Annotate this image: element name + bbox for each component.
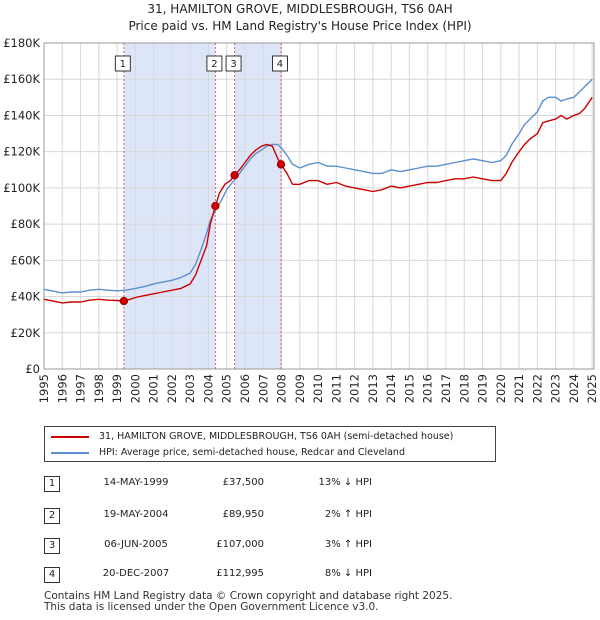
x-tick-label: 2011 bbox=[329, 374, 343, 403]
y-tick-label: £40K bbox=[11, 290, 41, 304]
x-tick-label: 2001 bbox=[147, 374, 161, 403]
sale-hpi-diff: 2% ↑ HPI bbox=[324, 509, 372, 520]
x-tick-label: 2016 bbox=[421, 374, 435, 403]
chart-area: £0 £20K £40K £60K £80K £100K £120K £140K £160K £1… bbox=[3, 36, 599, 403]
sale-point bbox=[211, 201, 220, 211]
x-tick-label: 2015 bbox=[402, 374, 416, 403]
sale-date: 20-DEC-2007 bbox=[102, 568, 170, 579]
sale-date: 06-JUN-2005 bbox=[104, 539, 168, 550]
legend-label-hpi: HPI: Average price, semi-detached house,… bbox=[99, 447, 405, 458]
x-tick-label: 2003 bbox=[183, 374, 197, 403]
y-tick-label: £80K bbox=[11, 217, 41, 231]
legend-swatch-hpi bbox=[51, 452, 89, 454]
sale-point bbox=[119, 296, 129, 306]
series-line bbox=[43, 78, 593, 294]
x-tick-label: 2005 bbox=[220, 374, 234, 403]
sale-number-box bbox=[114, 55, 131, 72]
sale-date: 14-MAY-1999 bbox=[103, 477, 169, 488]
y-tick-label: £0 bbox=[25, 362, 40, 376]
sale-marker-number: 4 bbox=[44, 567, 60, 583]
sale-number-label: 4 bbox=[277, 59, 283, 70]
sale-price: £112,995 bbox=[216, 568, 264, 579]
y-tick-label: £160K bbox=[3, 72, 40, 86]
y-tick-label: £20K bbox=[11, 326, 41, 340]
x-tick-label: 2017 bbox=[439, 374, 453, 403]
sale-marker-number: 1 bbox=[44, 476, 60, 492]
y-tick-label: £60K bbox=[11, 253, 41, 267]
sale-marker-number: 3 bbox=[44, 538, 60, 554]
y-tick-label: £100K bbox=[3, 181, 40, 195]
x-tick-label: 2014 bbox=[384, 374, 398, 403]
ownership-period-shade bbox=[123, 43, 216, 369]
sale-price: £89,950 bbox=[222, 509, 264, 520]
sale-hpi-diff: 13% ↓ HPI bbox=[318, 477, 372, 488]
legend-swatch-price-paid bbox=[51, 436, 89, 438]
x-tick-label: 2004 bbox=[201, 374, 215, 403]
sale-price: £37,500 bbox=[222, 477, 264, 488]
footer-copyright: Contains HM Land Registry data © Crown c… bbox=[44, 590, 453, 602]
x-tick-label: 2023 bbox=[549, 374, 563, 403]
x-tick-label: 2002 bbox=[165, 374, 179, 403]
footer-license: This data is licensed under the Open Gov… bbox=[44, 601, 379, 613]
sale-hpi-diff: 8% ↓ HPI bbox=[324, 568, 372, 579]
sale-marker-number: 2 bbox=[44, 508, 60, 524]
x-tick-label: 2021 bbox=[512, 374, 526, 403]
x-tick-label: 2018 bbox=[457, 374, 471, 403]
sale-number-box bbox=[225, 55, 242, 72]
sale-number-label: 1 bbox=[120, 59, 126, 70]
y-tick-label: £120K bbox=[3, 145, 40, 159]
x-tick-label: 1995 bbox=[37, 374, 51, 403]
chart-legend: 31, HAMILTON GROVE, MIDDLESBROUGH, TS6 0… bbox=[44, 426, 496, 462]
y-tick-label: £180K bbox=[3, 36, 40, 50]
sale-price: £107,000 bbox=[216, 539, 264, 550]
x-tick-label: 2020 bbox=[494, 374, 508, 403]
ownership-period-shade bbox=[234, 43, 281, 369]
x-tick-label: 2006 bbox=[238, 374, 252, 403]
x-tick-label: 2024 bbox=[567, 374, 581, 403]
x-tick-label: 2013 bbox=[366, 374, 380, 403]
chart-title: 31, HAMILTON GROVE, MIDDLESBROUGH, TS6 0… bbox=[147, 2, 453, 16]
sale-number-label: 3 bbox=[230, 59, 236, 70]
x-tick-label: 2009 bbox=[293, 374, 307, 403]
plot-frame bbox=[43, 42, 595, 370]
sale-point bbox=[276, 160, 286, 169]
chart-subtitle: Price paid vs. HM Land Registry's House … bbox=[128, 19, 472, 33]
sale-date: 19-MAY-2004 bbox=[103, 509, 169, 520]
x-tick-label: 2007 bbox=[256, 374, 270, 403]
x-tick-label: 1999 bbox=[110, 374, 124, 403]
sale-number-label: 2 bbox=[211, 59, 217, 70]
x-tick-label: 1998 bbox=[92, 374, 106, 403]
sale-number-box bbox=[206, 55, 223, 72]
sale-point bbox=[230, 171, 239, 180]
x-tick-label: 2019 bbox=[476, 374, 490, 403]
x-tick-label: 2025 bbox=[585, 374, 599, 403]
series-line bbox=[43, 96, 593, 304]
sale-number-box bbox=[271, 55, 288, 72]
x-tick-label: 2000 bbox=[128, 374, 142, 403]
x-tick-label: 2008 bbox=[275, 374, 289, 403]
x-tick-label: 2022 bbox=[530, 374, 544, 403]
sale-hpi-diff: 3% ↑ HPI bbox=[324, 539, 372, 550]
x-tick-label: 2010 bbox=[311, 374, 325, 403]
x-tick-label: 1997 bbox=[74, 374, 88, 403]
y-tick-label: £140K bbox=[3, 108, 40, 122]
legend-label-price-paid: 31, HAMILTON GROVE, MIDDLESBROUGH, TS6 0… bbox=[99, 431, 454, 442]
x-tick-label: 1996 bbox=[55, 374, 69, 403]
x-tick-label: 2012 bbox=[348, 374, 362, 403]
